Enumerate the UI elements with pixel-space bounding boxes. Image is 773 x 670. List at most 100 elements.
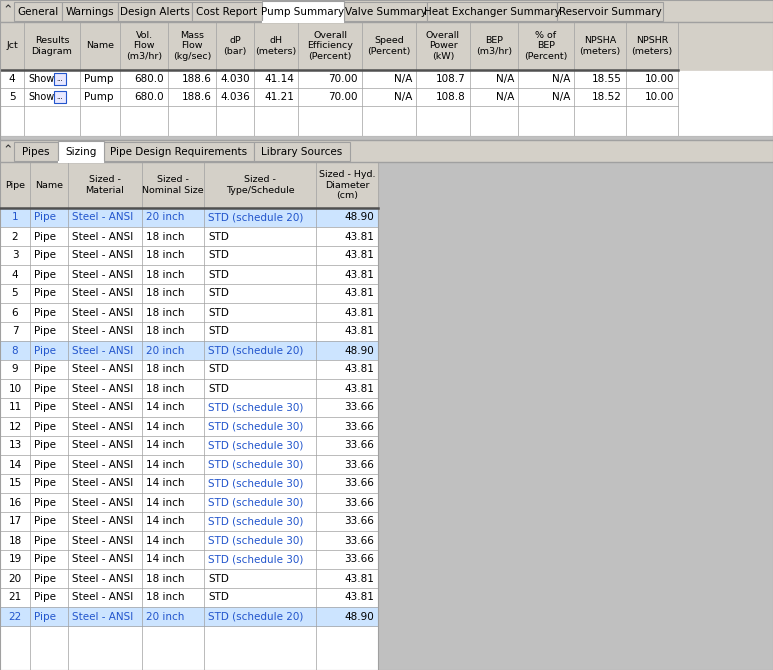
Text: Reservoir Summary: Reservoir Summary <box>559 7 662 17</box>
Bar <box>427 2 557 21</box>
Text: Pump: Pump <box>84 92 114 102</box>
Bar <box>0 417 378 436</box>
Bar <box>0 136 773 140</box>
Text: Speed
(Percent): Speed (Percent) <box>367 36 410 56</box>
Text: Pipe: Pipe <box>34 364 56 375</box>
Text: 14: 14 <box>9 460 22 470</box>
Text: 188.6: 188.6 <box>182 92 212 102</box>
Bar <box>14 2 62 21</box>
Text: Results
Diagram: Results Diagram <box>32 36 73 56</box>
Text: Steel - ANSI: Steel - ANSI <box>72 346 133 356</box>
Text: 43.81: 43.81 <box>344 383 374 393</box>
Text: Steel - ANSI: Steel - ANSI <box>72 212 133 222</box>
Text: 4: 4 <box>9 74 15 84</box>
Bar <box>0 493 378 512</box>
Bar <box>14 142 58 161</box>
Text: STD: STD <box>208 289 229 299</box>
Text: Overall
Efficiency
(Percent): Overall Efficiency (Percent) <box>307 31 353 61</box>
Text: 18 inch: 18 inch <box>146 383 185 393</box>
Text: STD: STD <box>208 326 229 336</box>
Text: 33.66: 33.66 <box>344 460 374 470</box>
Text: 680.0: 680.0 <box>135 92 164 102</box>
Text: 41.21: 41.21 <box>264 92 294 102</box>
Text: Pipe: Pipe <box>34 289 56 299</box>
Text: 10: 10 <box>9 383 22 393</box>
Text: NPSHR
(meters): NPSHR (meters) <box>632 36 673 56</box>
Text: 14 inch: 14 inch <box>146 535 185 545</box>
Text: BEP
(m3/hr): BEP (m3/hr) <box>476 36 512 56</box>
Text: Pipe: Pipe <box>34 232 56 241</box>
Text: 15: 15 <box>9 478 22 488</box>
Text: Steel - ANSI: Steel - ANSI <box>72 232 133 241</box>
Text: Design Alerts: Design Alerts <box>120 7 190 17</box>
Text: Sized -
Material: Sized - Material <box>86 176 124 195</box>
Bar <box>0 22 773 136</box>
Bar <box>0 607 378 626</box>
Text: STD: STD <box>208 232 229 241</box>
Text: 33.66: 33.66 <box>344 555 374 565</box>
Text: 33.66: 33.66 <box>344 421 374 431</box>
Text: STD (schedule 30): STD (schedule 30) <box>208 478 303 488</box>
Text: STD (schedule 30): STD (schedule 30) <box>208 460 303 470</box>
Text: Pipe: Pipe <box>34 251 56 261</box>
Text: Steel - ANSI: Steel - ANSI <box>72 460 133 470</box>
Text: Sized - Hyd.
Diameter
(cm): Sized - Hyd. Diameter (cm) <box>318 170 375 200</box>
Text: 18 inch: 18 inch <box>146 364 185 375</box>
Bar <box>0 284 378 303</box>
Text: 70.00: 70.00 <box>329 92 358 102</box>
Text: Pipe: Pipe <box>34 498 56 507</box>
Text: N/A: N/A <box>552 92 570 102</box>
Text: 14 inch: 14 inch <box>146 498 185 507</box>
Text: 48.90: 48.90 <box>344 212 374 222</box>
Text: 18 inch: 18 inch <box>146 308 185 318</box>
Text: 18.52: 18.52 <box>592 92 622 102</box>
Bar <box>0 455 378 474</box>
Text: 10.00: 10.00 <box>645 92 674 102</box>
Text: Pipe: Pipe <box>34 478 56 488</box>
Text: Cost Report: Cost Report <box>196 7 257 17</box>
Text: ⌃: ⌃ <box>3 145 13 157</box>
Text: 14 inch: 14 inch <box>146 403 185 413</box>
Text: Warnings: Warnings <box>66 7 114 17</box>
Text: ...: ... <box>56 76 63 82</box>
Text: STD (schedule 30): STD (schedule 30) <box>208 403 303 413</box>
Text: 13: 13 <box>9 440 22 450</box>
Text: 33.66: 33.66 <box>344 517 374 527</box>
Text: 22: 22 <box>9 612 22 622</box>
Text: 14 inch: 14 inch <box>146 478 185 488</box>
Text: Sized -
Type/Schedule: Sized - Type/Schedule <box>226 176 295 195</box>
Text: Steel - ANSI: Steel - ANSI <box>72 535 133 545</box>
Text: 4.036: 4.036 <box>220 92 250 102</box>
Text: 14 inch: 14 inch <box>146 555 185 565</box>
Text: 4: 4 <box>12 269 19 279</box>
Text: Pipe: Pipe <box>34 517 56 527</box>
Text: Pipe: Pipe <box>34 383 56 393</box>
Text: 20 inch: 20 inch <box>146 612 185 622</box>
Text: STD: STD <box>208 383 229 393</box>
Text: 18 inch: 18 inch <box>146 232 185 241</box>
Text: STD: STD <box>208 592 229 602</box>
Text: 43.81: 43.81 <box>344 308 374 318</box>
Bar <box>0 436 378 455</box>
Text: Pipe: Pipe <box>34 346 56 356</box>
Text: Pipe: Pipe <box>34 555 56 565</box>
Text: Pipe: Pipe <box>34 269 56 279</box>
Text: Steel - ANSI: Steel - ANSI <box>72 421 133 431</box>
Text: STD (schedule 30): STD (schedule 30) <box>208 555 303 565</box>
Text: 70.00: 70.00 <box>329 74 358 84</box>
Text: General: General <box>17 7 59 17</box>
Text: Heat Exchanger Summary: Heat Exchanger Summary <box>424 7 560 17</box>
Text: 48.90: 48.90 <box>344 612 374 622</box>
Text: 1: 1 <box>12 212 19 222</box>
Text: STD: STD <box>208 364 229 375</box>
Text: N/A: N/A <box>393 92 412 102</box>
Text: 20 inch: 20 inch <box>146 346 185 356</box>
Bar <box>0 140 773 162</box>
Text: 43.81: 43.81 <box>344 574 374 584</box>
Bar <box>0 379 378 398</box>
Text: Valve Summary: Valve Summary <box>345 7 427 17</box>
Text: Pipe: Pipe <box>34 440 56 450</box>
Text: Steel - ANSI: Steel - ANSI <box>72 308 133 318</box>
Bar <box>0 246 378 265</box>
Text: Pump: Pump <box>84 74 114 84</box>
